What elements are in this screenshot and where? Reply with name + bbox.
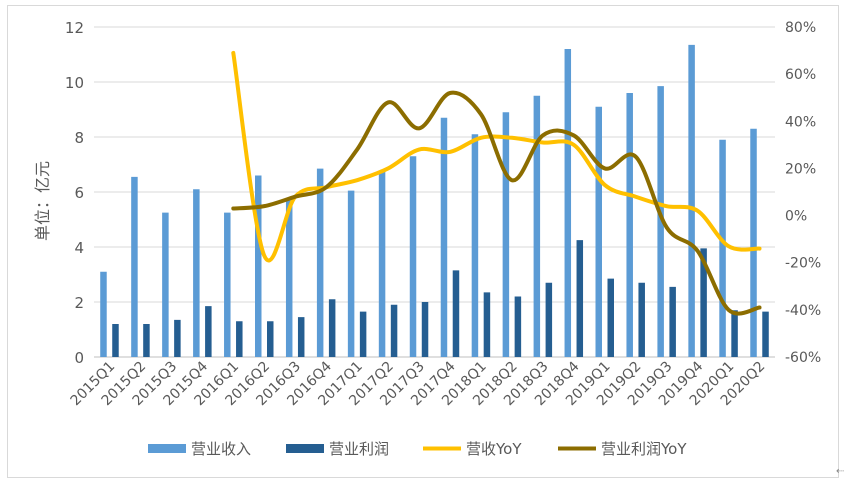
y-tick-label: 0 <box>74 349 84 367</box>
bar <box>193 189 200 357</box>
bar <box>131 176 138 357</box>
bar <box>762 311 769 357</box>
bar <box>143 324 150 357</box>
y-tick-label: 2 <box>74 294 84 312</box>
bar <box>409 156 417 357</box>
bar <box>607 278 614 357</box>
y-axis-title: 单位：亿元 <box>33 161 52 241</box>
y2-tick-label: 60% <box>785 67 816 83</box>
bar <box>638 282 645 357</box>
y-tick-label: 12 <box>65 19 84 37</box>
legend-swatch <box>148 444 186 453</box>
bar <box>576 240 584 357</box>
bar <box>731 310 738 357</box>
legend-label: 营业利润YoY <box>601 440 687 458</box>
bar <box>205 306 212 357</box>
y-tick-label: 6 <box>74 184 84 202</box>
bar <box>316 168 324 357</box>
bar <box>688 44 695 357</box>
gridlines <box>94 26 775 358</box>
bar <box>255 175 262 357</box>
y2-tick-label: 40% <box>785 114 816 130</box>
bar <box>545 282 553 357</box>
bar <box>100 271 107 357</box>
bar <box>328 299 336 357</box>
bar <box>162 212 169 357</box>
bar <box>236 321 243 357</box>
bar <box>285 200 293 357</box>
bar <box>440 117 448 357</box>
bar <box>452 270 460 357</box>
bar <box>700 248 707 357</box>
bar <box>533 95 541 357</box>
bar <box>564 49 572 357</box>
bar-series <box>100 44 769 357</box>
legend-label: 营业利润 <box>329 440 389 458</box>
bar <box>626 93 633 357</box>
y-tick-label: 4 <box>74 239 84 257</box>
legend-swatch <box>286 444 324 453</box>
bar <box>483 292 491 357</box>
y-tick-label: 8 <box>74 129 84 147</box>
series-line <box>231 90 762 316</box>
bar <box>297 317 305 357</box>
combo-chart: 0 2 4 6 8 10 12 -60% -40% -20% 0% 20% 40% 60% 80% 201… <box>33 19 821 458</box>
y-tick-label: 10 <box>65 74 84 92</box>
bar <box>471 134 479 357</box>
corner-arrow-icon: ⇠ <box>836 466 845 477</box>
y2-tick-label: -40% <box>785 303 821 319</box>
chart-frame: 0 2 4 6 8 10 12 -60% -40% -20% 0% 20% 40% 60% 80% 201… <box>7 5 839 478</box>
bar <box>595 106 602 357</box>
y-axis-left: 0 2 4 6 8 10 12 <box>65 19 84 367</box>
y2-tick-label: 80% <box>785 20 816 36</box>
legend: 营业收入 营业利润 营收YoY 营业利润YoY <box>148 440 687 458</box>
legend-label: 营收YoY <box>466 440 522 458</box>
bar <box>669 286 676 357</box>
bar <box>347 190 355 357</box>
x-axis: 2015Q12015Q22015Q32015Q42016Q12016Q22016… <box>68 358 769 409</box>
line-series <box>231 50 762 316</box>
bar <box>719 139 726 357</box>
y2-tick-label: -20% <box>785 256 821 272</box>
bar <box>750 128 757 357</box>
y2-tick-label: 20% <box>785 161 816 177</box>
legend-label: 营业收入 <box>191 440 251 458</box>
y2-tick-label: -60% <box>785 350 821 366</box>
bar <box>421 302 429 357</box>
bar <box>359 311 367 357</box>
bar <box>390 304 398 357</box>
bar <box>378 171 386 357</box>
bar <box>267 321 274 357</box>
bar <box>657 86 664 357</box>
bar <box>514 296 522 357</box>
bar <box>502 112 510 357</box>
y-axis-right: -60% -40% -20% 0% 20% 40% 60% 80% <box>785 20 821 366</box>
y2-tick-label: 0% <box>785 209 807 225</box>
bar <box>224 212 231 357</box>
bar <box>174 319 181 357</box>
bar <box>112 324 119 357</box>
